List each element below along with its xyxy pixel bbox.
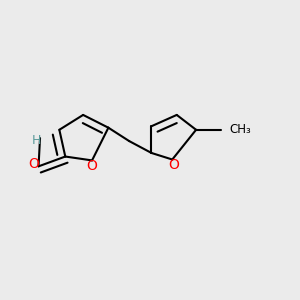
Text: O: O	[87, 159, 98, 173]
Text: O: O	[28, 157, 39, 171]
Text: CH₃: CH₃	[230, 123, 251, 136]
Text: O: O	[168, 158, 179, 172]
Text: H: H	[32, 134, 41, 147]
